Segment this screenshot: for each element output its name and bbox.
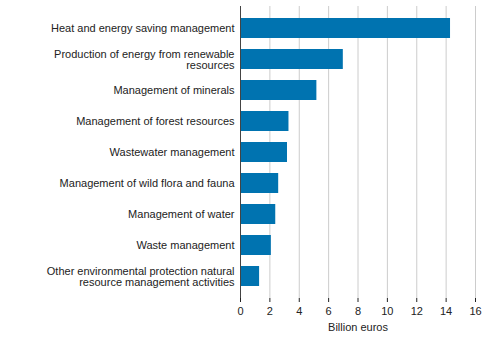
svg-text:4: 4 — [296, 305, 302, 317]
svg-text:8: 8 — [355, 305, 361, 317]
svg-text:2: 2 — [267, 305, 273, 317]
svg-text:Management of water: Management of water — [128, 208, 235, 220]
svg-text:0: 0 — [237, 305, 243, 317]
svg-text:Management of forest resources: Management of forest resources — [76, 115, 235, 127]
svg-text:Management of wild flora and f: Management of wild flora and fauna — [60, 177, 236, 189]
svg-text:Other environmental protection: Other environmental protection naturalre… — [47, 265, 235, 288]
svg-text:Production of energy from rene: Production of energy from renewableresou… — [54, 48, 235, 71]
svg-text:Heat and energy saving managem: Heat and energy saving management — [51, 22, 234, 34]
svg-text:10: 10 — [381, 305, 393, 317]
svg-text:14: 14 — [440, 305, 452, 317]
svg-text:6: 6 — [326, 305, 332, 317]
svg-text:Waste management: Waste management — [136, 239, 234, 251]
svg-text:Management of minerals: Management of minerals — [113, 84, 235, 96]
svg-text:12: 12 — [411, 305, 423, 317]
svg-text:16: 16 — [469, 305, 481, 317]
svg-text:Billion euros: Billion euros — [328, 321, 388, 333]
svg-text:Wastewater management: Wastewater management — [110, 146, 235, 158]
